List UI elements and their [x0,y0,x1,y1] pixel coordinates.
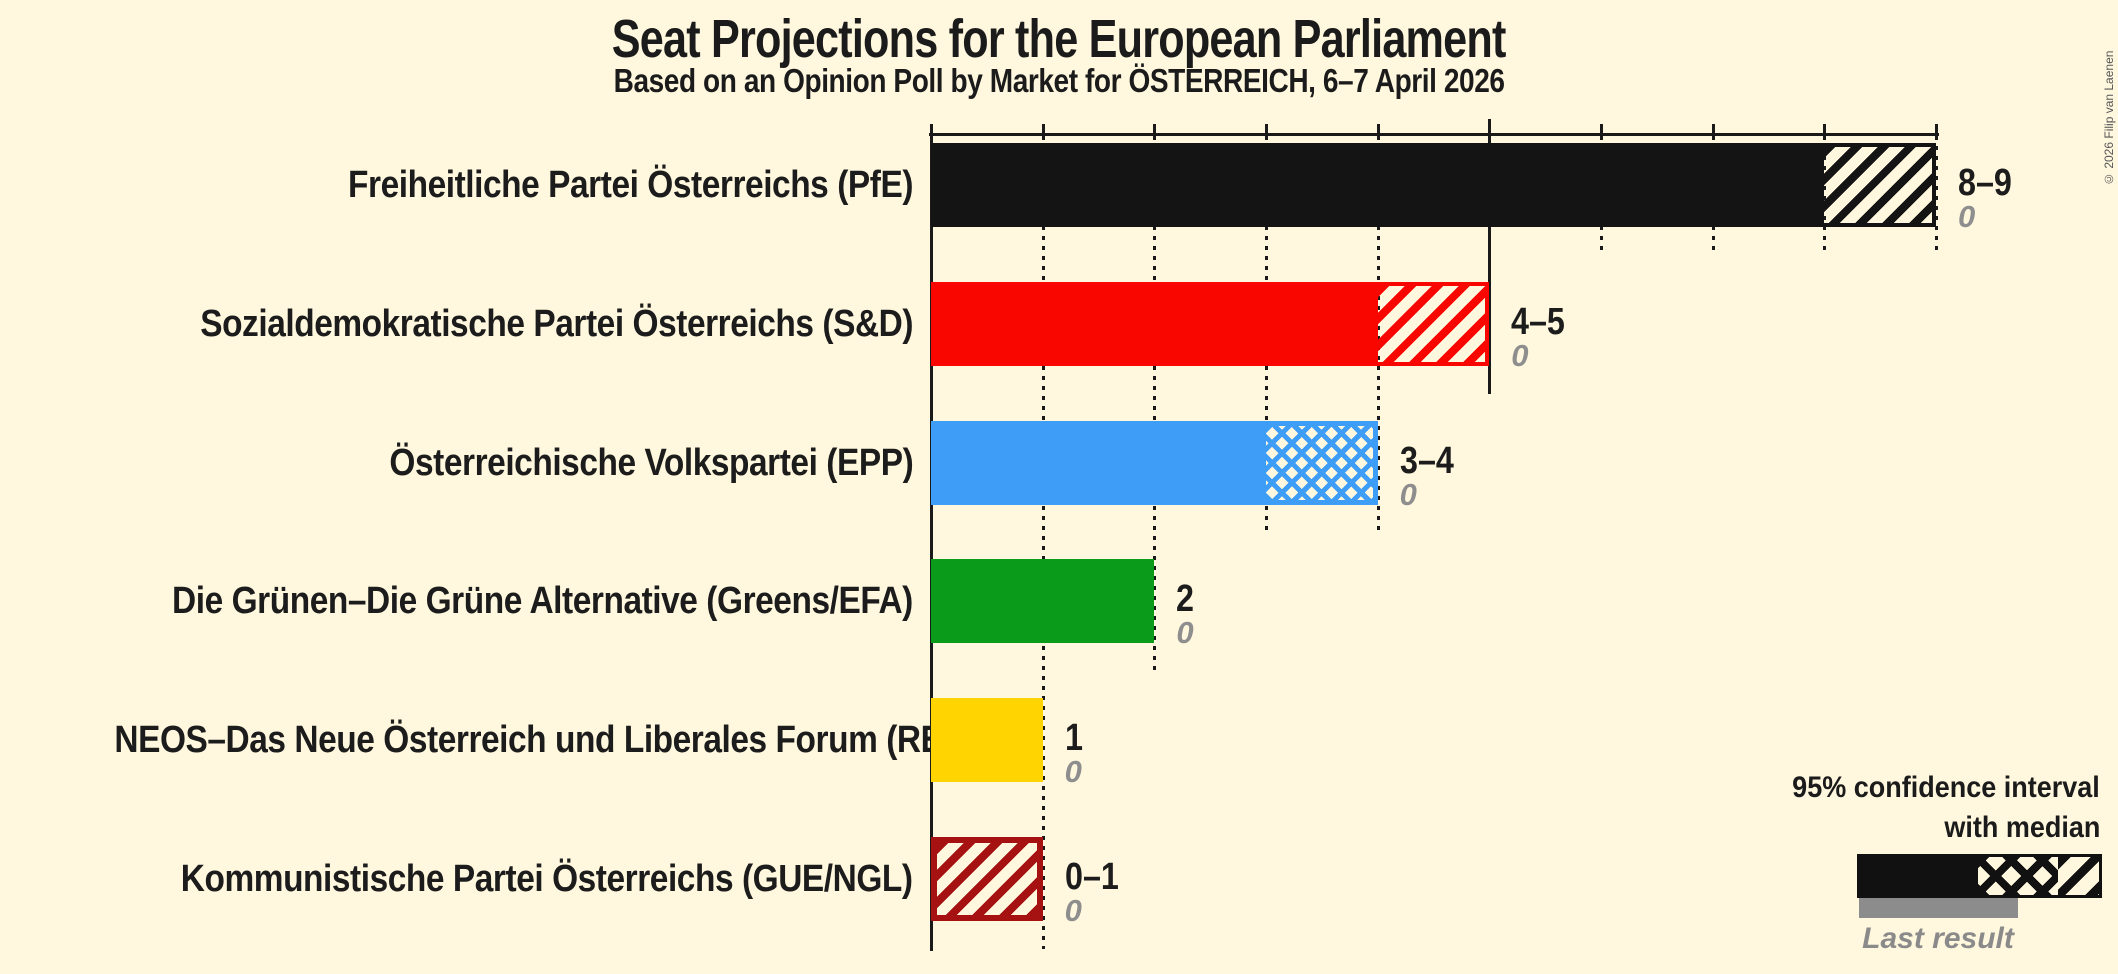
bar-median-crosshatch-segment [1265,420,1378,505]
bar-party-2 [931,420,1936,505]
bar-ci-diagonal-segment [1824,143,1936,227]
party-label-0: Freiheitliche Partei Österreichs (PfE) [0,160,913,210]
value-label-text: 8–9 [1957,162,2012,204]
x-axis-line [929,133,1939,136]
last-result-label-4: 0 [1064,754,1082,790]
bar-ci-diagonal-segment [1377,281,1490,366]
value-label-text: 1 [1064,717,1083,760]
bar-solid-segment [931,420,1266,505]
x-axis-tick-9 [1934,124,1938,133]
x-axis-tick-7 [1711,124,1715,133]
last-result-label-5: 0 [1064,893,1082,928]
bar-party-4 [931,698,1936,783]
value-label-text: 0–1 [1064,856,1119,898]
party-label-text: Sozialdemokratische Partei Österreichs (… [200,302,913,345]
legend-solid-segment [1860,857,1978,895]
page-subtitle: Based on an Opinion Poll by Market for Ö… [613,62,1505,99]
x-axis-tick-4 [1376,124,1380,133]
party-label-text: Österreichische Volkspartei (EPP) [389,441,913,484]
legend-ci-line2: with median [1943,811,2100,844]
legend-diagonal-segment [2058,857,2099,895]
bar-ci-diagonal-segment [931,837,1043,921]
party-label-text: Die Grünen–Die Grüne Alternative (Greens… [172,580,913,623]
x-axis-tick-1 [1041,124,1045,133]
x-axis-tick-8 [1823,124,1827,133]
bar-party-3 [931,559,1936,644]
party-label-text: NEOS–Das Neue Österreich und Liberales F… [114,719,954,762]
bar-party-5 [931,837,1936,921]
bar-solid-segment [931,559,1155,644]
party-label-text: Freiheitliche Partei Österreichs (PfE) [348,164,913,206]
bar-solid-segment [931,281,1378,366]
party-label-4: NEOS–Das Neue Österreich und Liberales F… [0,715,953,765]
legend-last-result-label: Last result [1862,922,2014,955]
party-label-3: Die Grünen–Die Grüne Alternative (Greens… [0,576,913,626]
legend-crosshatch-segment [1978,857,2058,895]
x-axis-tick-6 [1599,124,1603,133]
value-label-text: 2 [1176,578,1195,621]
value-label-4: 1 [1065,716,1086,760]
legend-ci-line1: 95% confidence interval [1792,771,2100,804]
party-label-1: Sozialdemokratische Partei Österreichs (… [0,299,913,349]
y-axis-line [930,133,933,951]
gridline-seat-1 [1041,136,1045,949]
gridline-seat-5 [1488,136,1492,394]
value-label-0: 8–9 [1958,161,2021,205]
page-title: Seat Projections for the European Parlia… [612,9,1507,69]
copyright-text: © 2026 Filip van Laenen [2102,50,2116,186]
last-result-label-2: 0 [1399,476,1417,512]
party-label-text: Kommunistische Partei Österreichs (GUE/N… [181,858,913,900]
bar-solid-segment [931,698,1043,783]
value-label-text: 4–5 [1511,300,1566,343]
party-label-2: Österreichische Volkspartei (EPP) [0,438,913,488]
last-result-label-0: 0 [1957,199,1976,234]
bar-party-0 [931,143,1936,227]
last-result-label-3: 0 [1176,615,1194,651]
x-axis-tick-2 [1153,124,1157,133]
bar-party-1 [931,281,1936,366]
value-label-3: 2 [1176,577,1197,621]
x-axis-tick-3 [1264,124,1268,133]
x-axis-tick-0 [930,124,933,133]
legend-sample-bar [1857,854,2102,898]
value-label-1: 4–5 [1511,300,1574,344]
gridline-seat-9 [1934,136,1938,255]
party-label-5: Kommunistische Partei Österreichs (GUE/N… [0,854,913,904]
x-axis-tick-5 [1488,119,1492,133]
value-label-2: 3–4 [1400,439,1463,483]
value-label-text: 3–4 [1399,439,1454,482]
gridline-seat-2 [1153,136,1157,672]
legend-last-result-bar [1859,898,2018,918]
legend-ci-label: 95% confidence interval with median [1400,768,2100,848]
value-label-5: 0–1 [1065,855,1128,899]
bar-solid-segment [931,143,1825,227]
last-result-label-1: 0 [1511,337,1529,373]
